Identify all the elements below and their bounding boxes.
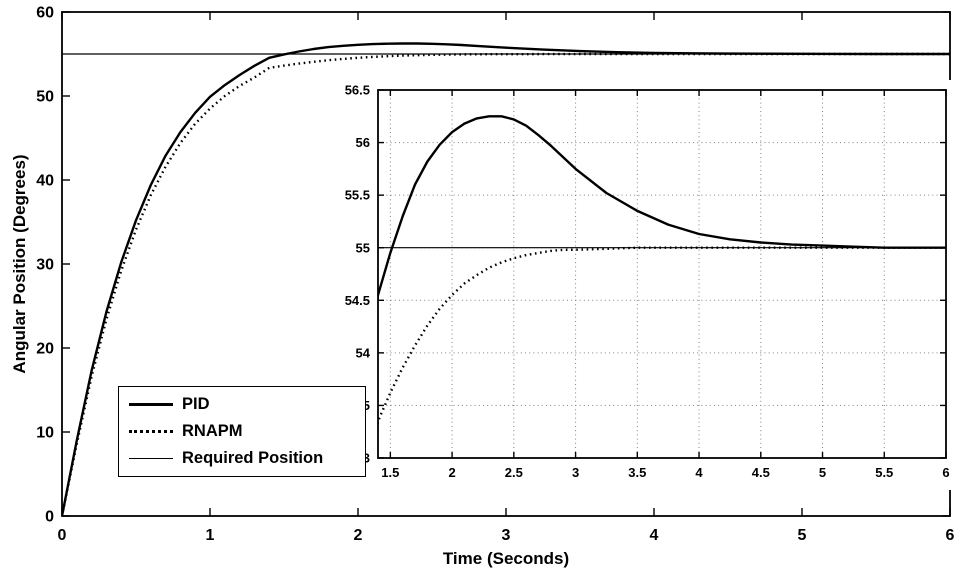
x-tick-label: 6 [942,465,949,480]
pid-line-sample [129,403,173,406]
y-tick-label: 56 [356,135,370,150]
y-tick-label: 54 [356,345,371,360]
x-tick-label: 0 [58,527,67,544]
x-tick-label: 3 [502,527,511,544]
x-tick-label: 4.5 [752,465,770,480]
y-tick-label: 50 [36,89,54,106]
rnapm-line-sample [129,430,173,433]
y-tick-label: 60 [36,5,54,22]
x-tick-label: 5.5 [875,465,893,480]
x-tick-label: 1 [206,527,215,544]
y-tick-label: 20 [36,341,54,358]
y-tick-label: 0 [45,509,54,526]
x-tick-label: 4 [650,527,659,544]
y-tick-label: 54.5 [345,293,370,308]
x-tick-label: 2 [448,465,455,480]
x-tick-label: 3.5 [628,465,646,480]
legend: PID RNAPM Required Position [118,386,366,477]
x-tick-label: 4 [695,465,703,480]
x-tick-label: 2.5 [505,465,523,480]
legend-item-pid: PID [129,395,365,414]
x-tick-label: 5 [798,527,807,544]
required-position-line-sample [129,458,173,459]
y-tick-label: 30 [36,257,54,274]
y-tick-label: 55.5 [345,188,370,203]
legend-label: RNAPM [182,422,243,440]
x-tick-label: 2 [354,527,363,544]
legend-label: Required Position [182,449,324,467]
x-tick-label: 5 [819,465,826,480]
legend-label: PID [182,395,210,413]
y-tick-label: 40 [36,173,54,190]
legend-item-rnapm: RNAPM [129,422,365,441]
y-tick-label: 55 [356,240,370,255]
x-tick-label: 1.5 [381,465,399,480]
y-tick-label: 10 [36,425,54,442]
y-tick-label: 56.5 [345,83,370,98]
x-axis-label: Time (Seconds) [442,549,570,568]
y-axis-label: Angular Position (Degrees) [10,154,29,374]
x-tick-label: 6 [946,527,955,544]
legend-item-required-position: Required Position [129,449,365,468]
x-tick-label: 3 [572,465,579,480]
